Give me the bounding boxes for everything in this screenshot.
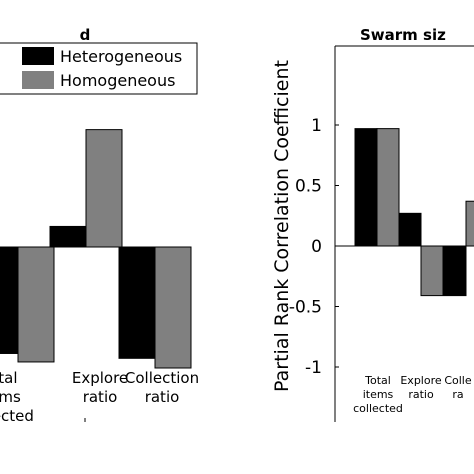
bar-homogeneous-3	[154, 246, 192, 369]
y-axis-label: Partial Rank Correlation Coefficient	[271, 60, 293, 392]
chart-panel-d: d TotalitemscollectedExploreratioCollect…	[0, 26, 199, 425]
bar-homogeneous-2	[420, 245, 444, 297]
bars	[335, 128, 474, 297]
category-label: ra	[452, 388, 463, 401]
category-tick-labels: TotalitemscollectedExploreratioCollectio…	[0, 369, 199, 425]
bar-homogeneous-1	[17, 246, 55, 363]
y-tick-label: 0.5	[295, 177, 322, 197]
y-tick-labels: 1 0.5 0 -0.5 -1	[289, 116, 339, 378]
bar-heterogeneous-3	[443, 245, 467, 297]
y-tick-label: -1	[305, 358, 322, 378]
legend-label-heterogeneous: Heterogeneous	[60, 47, 182, 66]
bar-heterogeneous-1	[354, 128, 378, 247]
category-label: ratio	[408, 388, 434, 401]
y-tick-label: 0	[311, 237, 322, 257]
chart-title: Swarm siz	[360, 26, 446, 44]
bar-homogeneous-1	[376, 128, 400, 247]
category-label: items	[0, 388, 21, 406]
bar-heterogeneous-2	[49, 225, 87, 248]
panel-label: d	[80, 26, 91, 44]
bar-homogeneous-2	[85, 129, 123, 248]
legend: Heterogeneous Homogeneous	[0, 42, 198, 95]
legend-swatch-heterogeneous	[22, 47, 54, 65]
category-label: ratio	[83, 388, 118, 406]
category-label: collected	[353, 402, 403, 415]
y-tick-label: -0.5	[289, 298, 322, 318]
bar-heterogeneous-2	[398, 212, 422, 247]
category-label: ratio	[145, 388, 180, 406]
category-label: items	[363, 388, 394, 401]
y-tick-label: 1	[311, 116, 322, 136]
category-label: Explore	[400, 374, 442, 387]
category-label: Explore	[72, 369, 128, 387]
bars	[0, 129, 192, 369]
bar-heterogeneous-3	[118, 246, 156, 359]
bar-homogeneous-3	[465, 200, 474, 247]
category-label: Total	[364, 374, 391, 387]
legend-label-homogeneous: Homogeneous	[60, 71, 175, 90]
legend-swatch-homogeneous	[22, 71, 54, 89]
category-label: Total	[0, 369, 18, 387]
bar-heterogeneous-1	[0, 246, 19, 354]
category-label: collected	[0, 407, 34, 425]
chart-panel-swarm-size: Swarm siz Partial Rank Correlation Coeff…	[271, 26, 474, 422]
category-label: Colle	[444, 374, 472, 387]
category-label: Collection	[125, 369, 199, 387]
